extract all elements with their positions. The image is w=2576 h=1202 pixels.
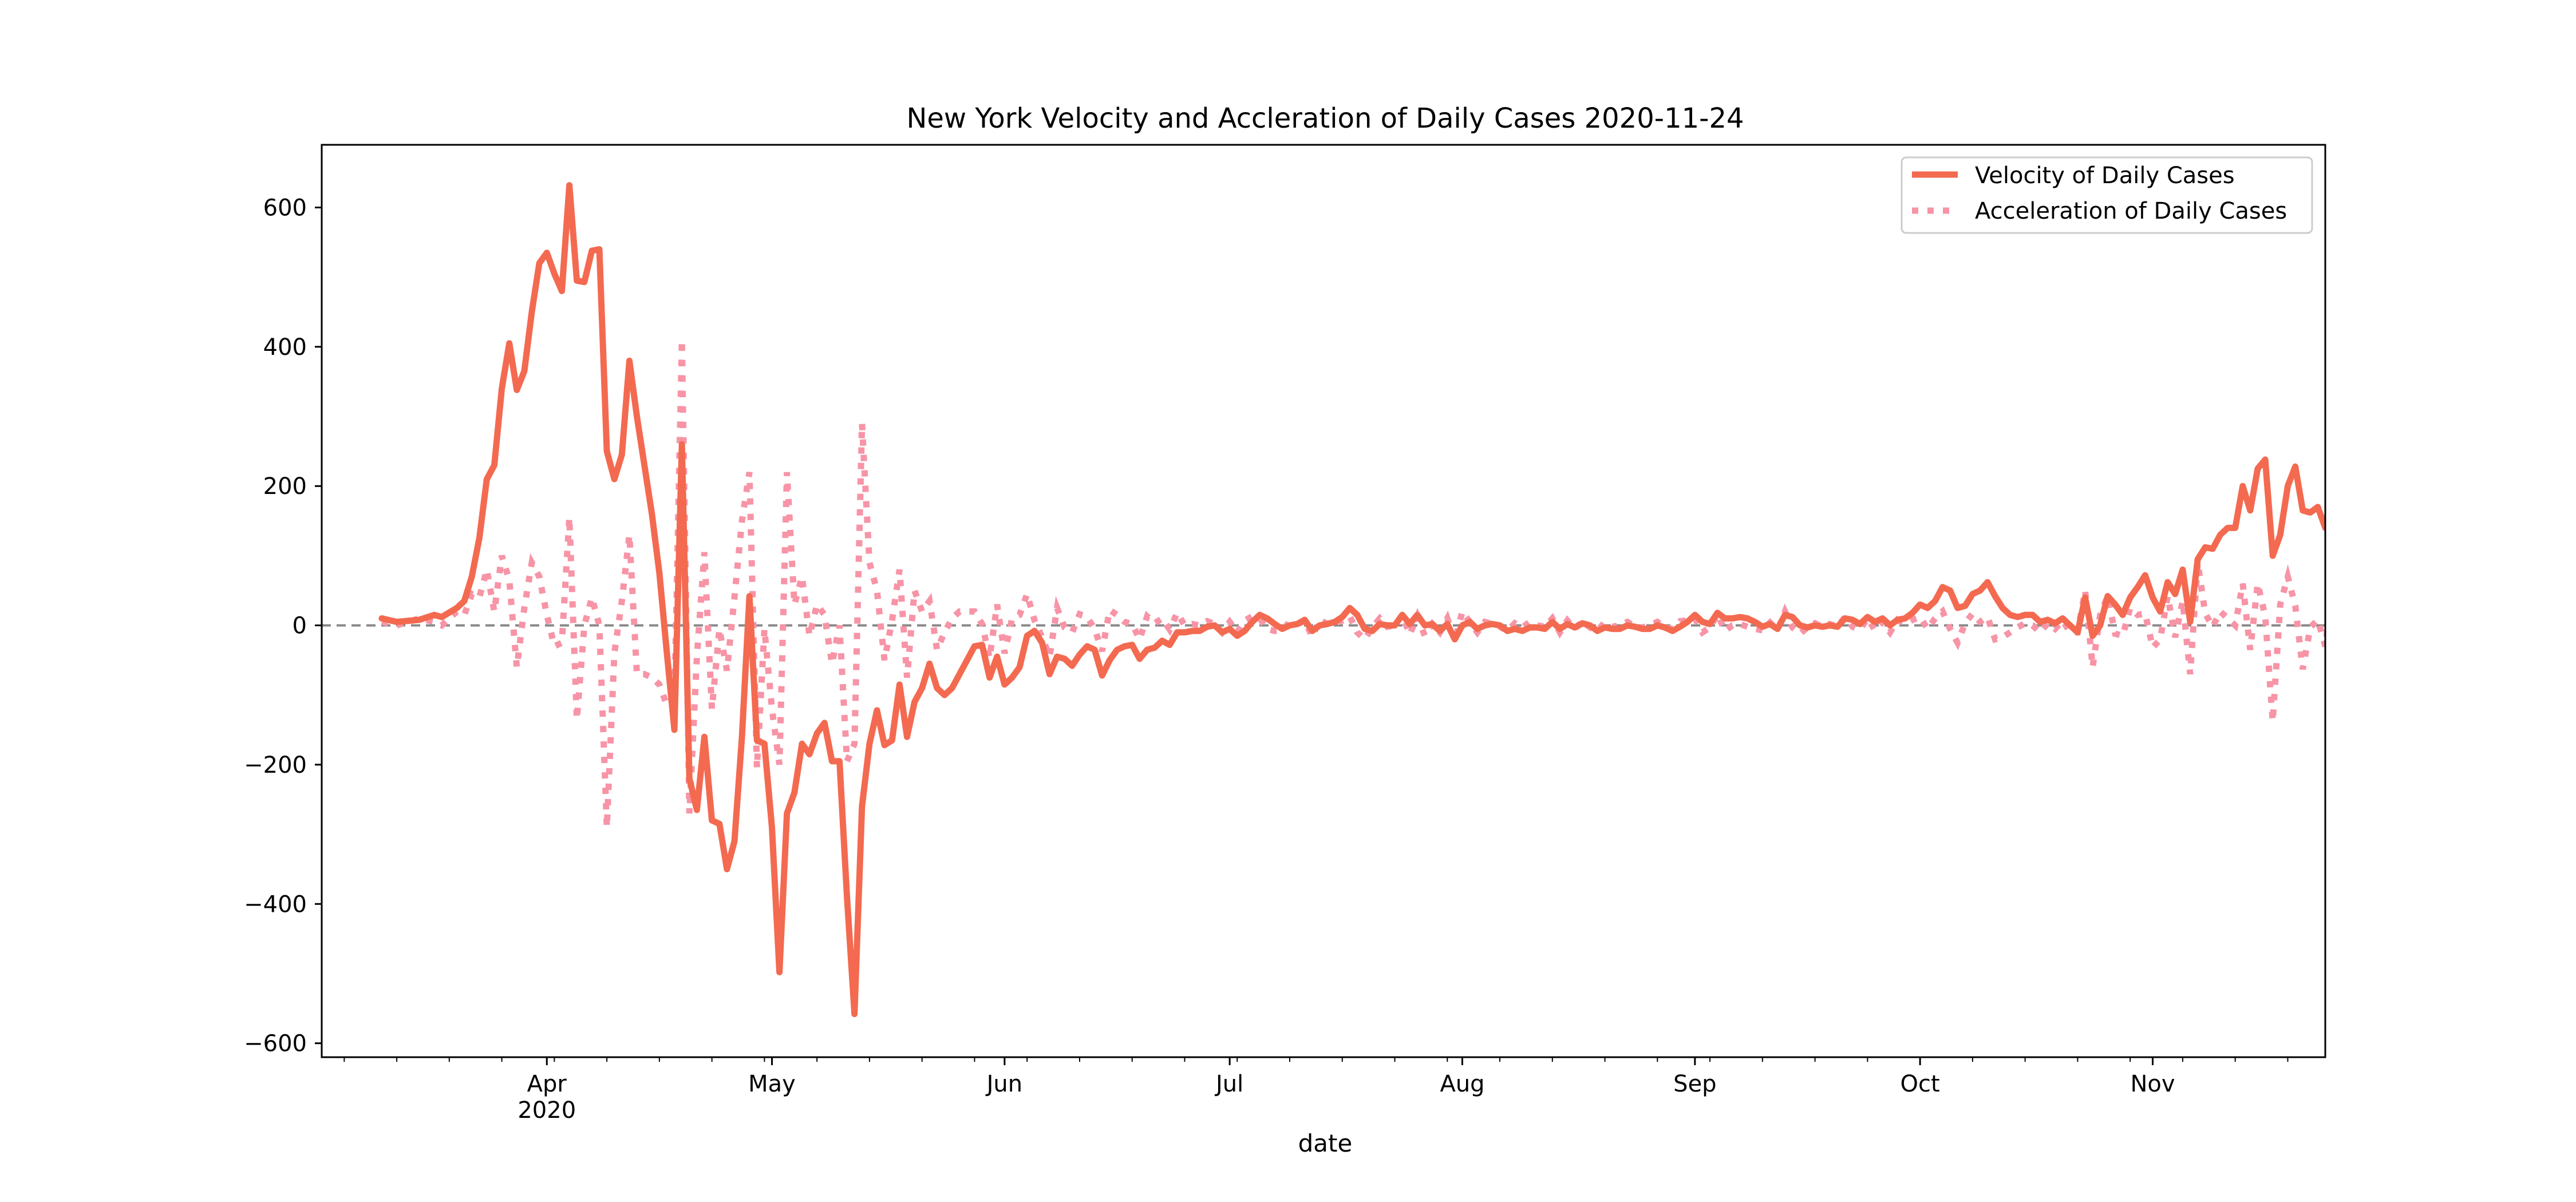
plot-frame — [321, 144, 2326, 1058]
series-line-velocity — [378, 182, 2325, 1018]
x-tick-label: Oct — [1901, 1071, 1940, 1097]
y-tick-label: 600 — [263, 195, 307, 222]
legend-label-velocity: Velocity of Daily Cases — [1975, 163, 2235, 189]
y-tick-label: −400 — [244, 891, 307, 918]
y-tick-label: −600 — [244, 1031, 307, 1057]
x-tick-sublabel: 2020 — [517, 1097, 576, 1124]
y-tick-label: −200 — [244, 752, 307, 778]
x-tick-label: Jun — [985, 1071, 1023, 1097]
x-tick-label: Nov — [2130, 1071, 2175, 1097]
plot-series-group — [378, 182, 2325, 1018]
legend: Velocity of Daily Cases Acceleration of … — [1901, 156, 2313, 234]
series-line-acceleration — [381, 339, 2325, 828]
chart-title: New York Velocity and Accleration of Dai… — [906, 102, 1744, 135]
y-tick-label: 400 — [263, 334, 307, 361]
x-tick-label: Sep — [1673, 1071, 1716, 1097]
x-axis-label: date — [1298, 1129, 1353, 1157]
y-tick-label: 0 — [293, 613, 307, 639]
x-tick-label: Jul — [1214, 1071, 1243, 1097]
y-tick-label: 200 — [263, 473, 307, 500]
x-tick-label: Aug — [1440, 1071, 1484, 1097]
x-tick-label: Apr — [527, 1071, 567, 1097]
x-tick-label: May — [748, 1071, 796, 1097]
legend-box — [1901, 156, 2313, 234]
legend-label-acceleration: Acceleration of Daily Cases — [1975, 198, 2287, 224]
